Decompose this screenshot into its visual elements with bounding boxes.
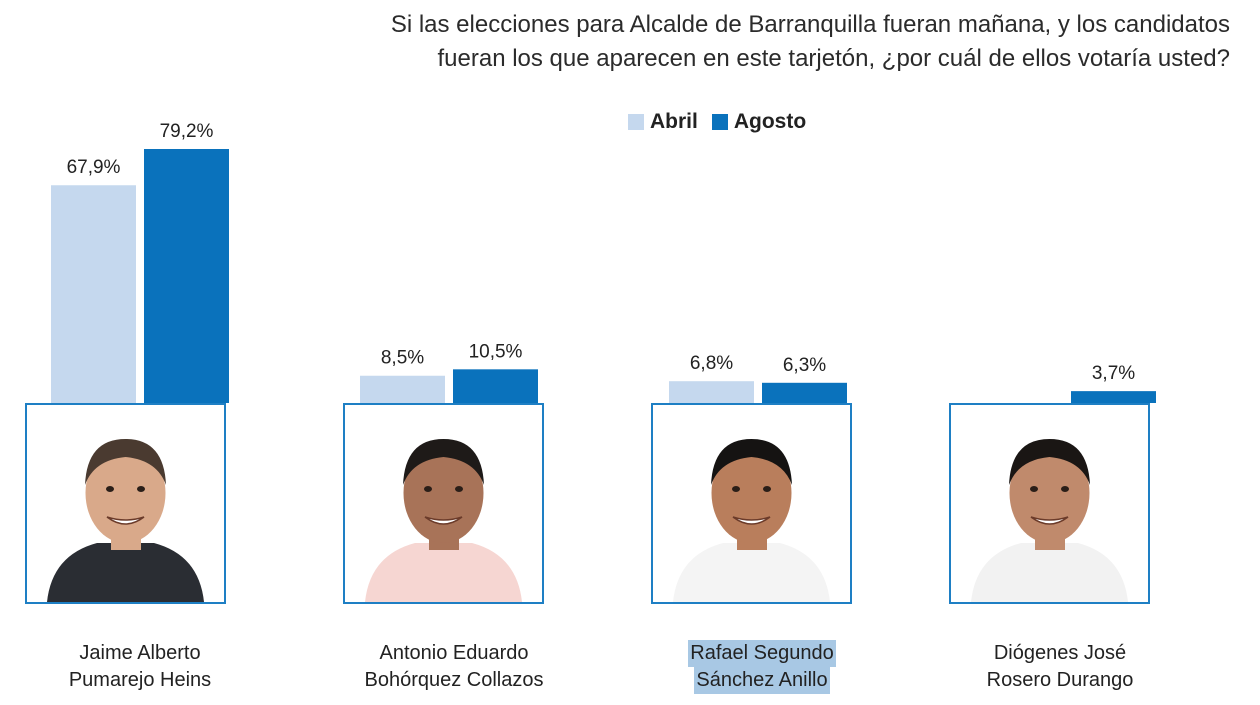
bar-abril-1 [51,185,136,403]
bar-chart: 67,9% 79,2% 8,5% 10,5% 6,8% 6,3% 3,7% [51,121,1156,403]
chart-legend: Abril Agosto [628,110,820,134]
candidate-name-3: Rafael Segundo Sánchez Anillo [642,640,882,694]
candidate-name-3-line-1: Rafael Segundo [688,640,836,667]
legend-label-abril: Abril [650,110,698,133]
chart-title-line-2: fueran los que aparecen en este tarjetón… [437,45,1230,72]
candidate-name-4: Diógenes José Rosero Durango [940,640,1180,694]
bar-abril-3 [669,381,754,403]
bar-agosto-1 [144,149,229,403]
candidate-photo-3 [651,403,852,604]
chart-title-line-1: Si las elecciones para Alcalde de Barran… [390,11,1230,38]
data-label-agosto-4: 3,7% [1092,363,1135,384]
data-label-agosto-1: 79,2% [160,121,214,142]
legend-item-abril: Abril [628,110,698,134]
portrait-icon [951,405,1148,602]
data-label-abril-2: 8,5% [381,348,424,369]
candidate-photo-4 [949,403,1150,604]
portrait-icon [653,405,850,602]
candidate-name-1: Jaime Alberto Pumarejo Heins [20,640,260,694]
legend-item-agosto: Agosto [711,110,807,134]
candidate-photo-2 [343,403,544,604]
bar-agosto-3 [762,382,847,403]
portrait-icon [27,405,224,602]
data-label-abril-1: 67,9% [67,157,121,178]
candidate-name-4-line-2: Rosero Durango [986,669,1134,691]
candidate-name-2: Antonio Eduardo Bohórquez Collazos [334,640,574,694]
candidate-name-2-line-2: Bohórquez Collazos [364,669,544,691]
legend-swatch-abril [628,114,644,130]
data-label-agosto-3: 6,3% [783,355,826,376]
bar-abril-2 [360,375,445,403]
chart-title: Si las elecciones para Alcalde de Barran… [240,8,1230,76]
candidate-photo-1 [25,403,226,604]
candidate-name-2-line-1: Antonio Eduardo [379,642,529,664]
bar-agosto-2 [453,369,538,403]
legend-swatch-agosto [711,114,728,130]
candidate-name-1-line-1: Jaime Alberto [79,642,201,664]
bar-agosto-4 [1071,391,1156,403]
portrait-icon [345,405,542,602]
candidate-name-3-line-2: Sánchez Anillo [694,667,830,694]
legend-label-agosto: Agosto [733,110,807,133]
data-label-agosto-2: 10,5% [469,341,523,362]
candidate-name-1-line-2: Pumarejo Heins [68,669,212,691]
candidate-name-4-line-1: Diógenes José [993,642,1127,664]
data-label-abril-3: 6,8% [690,353,733,374]
